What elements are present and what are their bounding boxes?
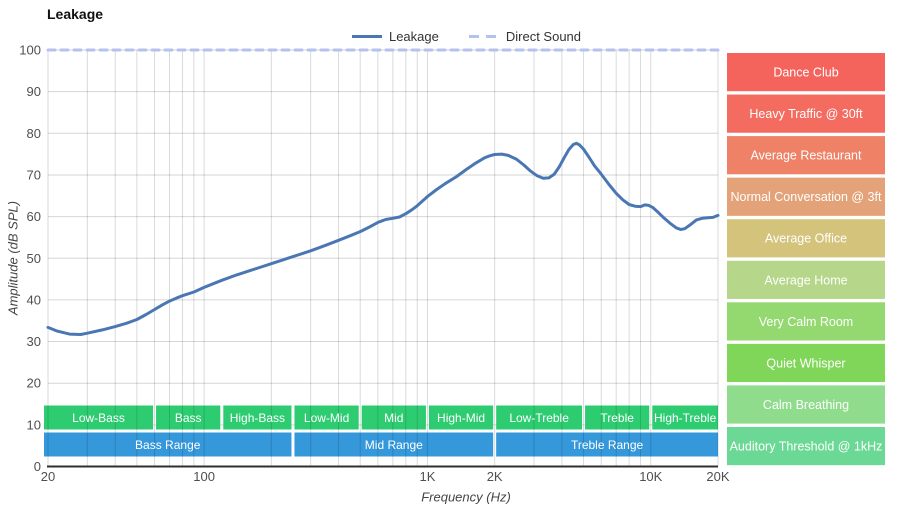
loudness-row bbox=[727, 426, 885, 466]
y-tick-label: 10 bbox=[27, 417, 41, 432]
range-band bbox=[44, 432, 292, 457]
legend-item-leakage[interactable]: Leakage bbox=[351, 28, 439, 44]
loudness-row-label: Calm Breathing bbox=[763, 398, 849, 412]
loudness-row-label: Very Calm Room bbox=[759, 315, 853, 329]
legend-item-direct-sound[interactable]: Direct Sound bbox=[468, 28, 582, 44]
frequency-band bbox=[44, 405, 154, 430]
page-title: Leakage bbox=[47, 6, 104, 22]
loudness-row bbox=[727, 385, 885, 424]
frequency-band-label: Treble bbox=[600, 411, 634, 425]
loudness-row-label: Average Home bbox=[764, 273, 847, 287]
x-tick-label: 20K bbox=[706, 469, 729, 484]
loudness-row bbox=[727, 177, 885, 216]
frequency-band bbox=[294, 405, 359, 430]
x-tick-label: 10K bbox=[639, 469, 662, 484]
x-tick-label: 1K bbox=[419, 469, 435, 484]
frequency-band-label: High-Mid bbox=[437, 411, 485, 425]
loudness-row bbox=[727, 219, 885, 258]
frequency-band bbox=[585, 405, 650, 430]
legend: Leakage Direct Sound bbox=[48, 27, 885, 45]
loudness-row-label: Auditory Threshold @ 1kHz bbox=[730, 439, 883, 453]
y-tick-label: 70 bbox=[27, 167, 41, 182]
leakage-line-swatch-icon bbox=[351, 34, 382, 38]
y-tick-label: 20 bbox=[27, 376, 41, 391]
frequency-band-label: Low-Treble bbox=[509, 411, 569, 425]
frequency-band bbox=[156, 405, 221, 430]
range-band-label: Mid Range bbox=[365, 438, 423, 452]
loudness-row-label: Heavy Traffic @ 30ft bbox=[749, 107, 863, 121]
legend-label-direct-sound: Direct Sound bbox=[505, 28, 582, 44]
frequency-band bbox=[496, 405, 583, 430]
y-tick-label: 50 bbox=[27, 251, 41, 266]
y-tick-label: 80 bbox=[27, 126, 41, 141]
frequency-band-label: Low-Bass bbox=[72, 411, 125, 425]
x-tick-label: 2K bbox=[487, 469, 503, 484]
frequency-band-label: Bass bbox=[175, 411, 202, 425]
loudness-row-label: Dance Club bbox=[773, 66, 838, 80]
y-tick-label: 90 bbox=[27, 84, 41, 99]
loudness-row bbox=[727, 343, 885, 383]
legend-label-leakage: Leakage bbox=[388, 28, 439, 44]
x-axis-title: Frequency (Hz) bbox=[421, 489, 511, 505]
frequency-band bbox=[223, 405, 292, 430]
frequency-band bbox=[428, 405, 494, 430]
y-tick-label: 40 bbox=[27, 292, 41, 307]
frequency-band-label: High-Treble bbox=[654, 411, 717, 425]
frequency-band-label: High-Bass bbox=[230, 411, 285, 425]
frequency-band-label: Mid bbox=[384, 411, 403, 425]
direct-sound-dash-swatch-icon bbox=[468, 34, 499, 38]
loudness-row-label: Quiet Whisper bbox=[766, 356, 845, 370]
y-tick-label: 0 bbox=[34, 459, 41, 474]
leakage-curve bbox=[46, 141, 720, 336]
y-tick-label: 100 bbox=[19, 43, 41, 58]
frequency-band bbox=[361, 405, 426, 430]
loudness-row-label: Average Office bbox=[765, 232, 847, 246]
loudness-row bbox=[727, 94, 885, 133]
range-band-label: Bass Range bbox=[135, 438, 201, 452]
y-tick-label: 60 bbox=[27, 209, 41, 224]
range-band-label: Treble Range bbox=[571, 438, 644, 452]
range-band bbox=[294, 432, 494, 457]
loudness-row bbox=[727, 136, 885, 175]
loudness-row bbox=[727, 260, 885, 299]
range-band bbox=[496, 432, 718, 457]
y-axis-title: Amplitude (dB SPL) bbox=[5, 200, 21, 316]
frequency-band-label: Low-Mid bbox=[304, 411, 349, 425]
loudness-row-label: Normal Conversation @ 3ft bbox=[731, 190, 882, 204]
loudness-row bbox=[727, 302, 885, 341]
loudness-row bbox=[727, 53, 885, 92]
x-tick-label: 20 bbox=[41, 469, 55, 484]
frequency-band bbox=[652, 405, 718, 430]
x-tick-label: 100 bbox=[193, 469, 215, 484]
y-tick-label: 30 bbox=[27, 334, 41, 349]
loudness-row-label: Average Restaurant bbox=[751, 149, 862, 163]
